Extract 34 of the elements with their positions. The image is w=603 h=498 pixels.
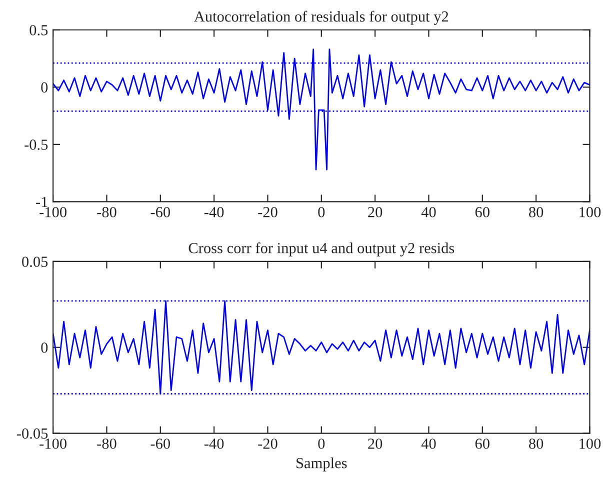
- x-tick-label: -100: [40, 438, 66, 449]
- y-tick-label: 0: [41, 82, 48, 93]
- x-tick-label: 0: [318, 206, 325, 218]
- y-tick-label: -0.05: [16, 428, 48, 439]
- x-tick-label: 20: [368, 206, 382, 218]
- x-axis-title: Samples: [296, 458, 347, 472]
- x-tick-label: 80: [529, 438, 544, 449]
- chart-title: Cross corr for input u4 and output y2 resids: [188, 242, 454, 256]
- x-tick-label: 0: [318, 438, 325, 449]
- y-tick-label: 0: [41, 342, 48, 353]
- x-tick-label: 60: [475, 438, 490, 449]
- x-tick-label: -20: [258, 438, 278, 449]
- chart-title: Autocorrelation of residuals for output y2: [194, 10, 448, 25]
- y-tick-label: 0.5: [30, 25, 48, 36]
- x-tick-label: 60: [475, 206, 490, 218]
- x-tick-label: -80: [97, 206, 116, 218]
- x-tick-label: -20: [258, 206, 278, 218]
- y-tick-label: 0.05: [22, 256, 48, 267]
- x-tick-label: 40: [421, 438, 436, 449]
- line-series: [53, 300, 590, 394]
- y-tick-label: -0.5: [24, 140, 48, 150]
- x-tick-label: -60: [150, 438, 170, 449]
- x-tick-label: 100: [580, 438, 601, 449]
- x-tick-label: 40: [421, 206, 436, 218]
- x-tick-label: 100: [580, 206, 601, 218]
- x-tick-label: -60: [150, 206, 170, 218]
- x-tick-label: 80: [529, 206, 544, 218]
- x-tick-label: -80: [97, 438, 116, 449]
- x-tick-label: 20: [368, 438, 382, 449]
- x-tick-label: -40: [204, 206, 224, 218]
- line-series: [53, 48, 590, 170]
- x-tick-label: -100: [40, 206, 66, 218]
- x-tick-label: -40: [204, 438, 224, 449]
- y-tick-label: -1: [36, 196, 48, 207]
